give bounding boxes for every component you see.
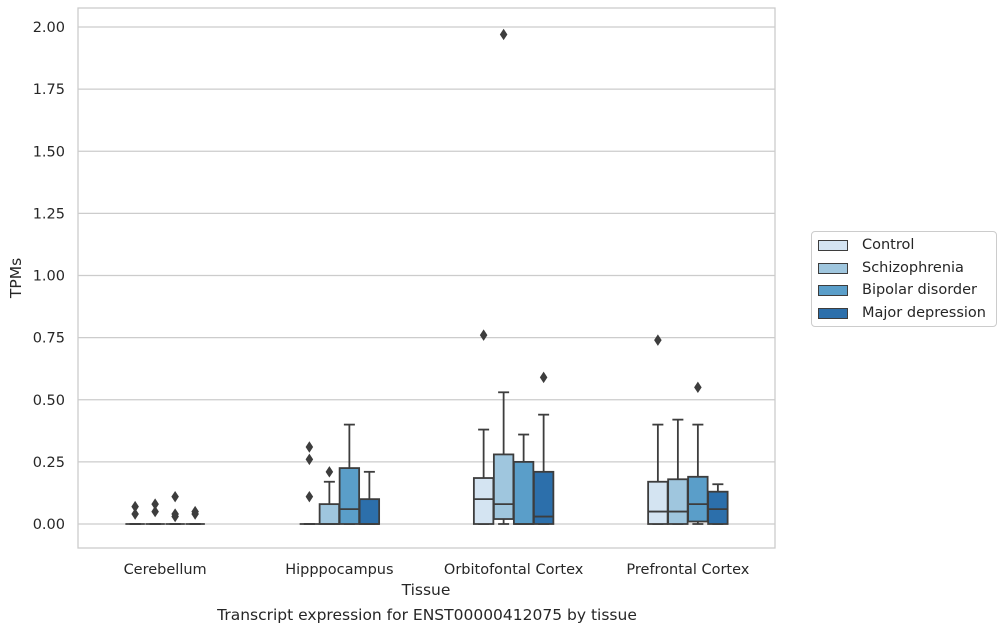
y-tick-label: 0.25	[33, 455, 65, 471]
iqr-box	[532, 470, 555, 525]
series-control	[125, 329, 669, 525]
outlier-point	[131, 500, 139, 513]
box-major-depression-prefrontal-cortex	[707, 483, 729, 525]
box-schizophrenia-cerebellum	[145, 498, 165, 525]
outlier-point	[539, 371, 548, 384]
outlier-point	[131, 508, 139, 520]
outlier-point	[654, 334, 662, 346]
outlier-point	[479, 329, 488, 341]
legend-item-control: Control	[818, 235, 914, 255]
y-tick-label: 1.75	[33, 82, 65, 98]
legend-item-major-depression: Major depression	[818, 303, 986, 323]
box-control-prefrontal-cortex	[647, 334, 669, 525]
iqr-box	[318, 503, 341, 525]
outlier-point	[694, 381, 702, 394]
box-major-depression-cerebellum	[185, 505, 205, 525]
box-schizophrenia-hipppocampus	[318, 466, 341, 525]
figure-caption: Transcript expression for ENST0000041207…	[217, 606, 637, 624]
outlier-point	[191, 505, 199, 518]
legend-swatch-schizophrenia	[818, 262, 848, 274]
x-tick-label: Hipppocampus	[285, 562, 393, 578]
legend-item-bipolar-disorder: Bipolar disorder	[818, 280, 977, 300]
plot-frame	[77, 7, 776, 549]
legend-swatch-major-depression	[818, 307, 848, 319]
legend-label-control: Control	[862, 237, 915, 253]
outlier-point	[151, 505, 159, 518]
series-schizophrenia	[145, 28, 689, 525]
outlier-point	[171, 508, 179, 520]
iqr-box	[707, 490, 729, 525]
series-major-depression	[185, 371, 729, 525]
grid-lines	[78, 26, 775, 525]
x-tick-label: Prefrontal Cortex	[626, 562, 749, 578]
box-control-orbitofontal-cortex	[472, 329, 495, 525]
y-tick-label: 0.00	[33, 517, 65, 533]
box-schizophrenia-orbitofontal-cortex	[492, 28, 515, 525]
iqr-box	[687, 475, 709, 523]
legend-label-bipolar-disorder: Bipolar disorder	[862, 282, 977, 298]
outlier-point	[305, 453, 314, 466]
box-control-cerebellum	[125, 500, 145, 525]
iqr-box	[358, 498, 381, 525]
iqr-box	[512, 460, 535, 525]
box-schizophrenia-prefrontal-cortex	[667, 418, 689, 525]
box-bipolar-disorder-cerebellum	[165, 490, 185, 525]
y-axis-label: TPMs	[7, 258, 25, 299]
outlier-point	[171, 490, 179, 503]
x-axis-label: Tissue	[401, 581, 451, 599]
axis-tick-labels: 0.00 0.25 0.50 0.75 1.00 1.25 1.50 1.75 2.00 Cere…	[33, 20, 750, 578]
iqr-box	[647, 480, 669, 525]
box-bipolar-disorder-hipppocampus	[338, 423, 361, 525]
box-plot-series	[125, 28, 729, 525]
y-tick-label: 1.50	[33, 144, 65, 160]
box-major-depression-hipppocampus	[358, 470, 381, 525]
outlier-point	[499, 28, 508, 41]
legend-swatch-bipolar-disorder	[818, 284, 848, 296]
chart-legend: Control Schizophrenia Bipolar disorder M…	[811, 231, 997, 327]
box-bipolar-disorder-orbitofontal-cortex	[512, 433, 535, 525]
iqr-box	[667, 478, 689, 525]
box-bipolar-disorder-prefrontal-cortex	[687, 381, 709, 525]
y-tick-label: 0.75	[33, 331, 65, 347]
series-bipolar-disorder	[165, 381, 709, 525]
outlier-point	[305, 490, 314, 503]
y-tick-label: 2.00	[33, 20, 65, 36]
y-tick-label: 1.25	[33, 206, 65, 222]
outlier-point	[325, 466, 334, 478]
x-tick-label: Cerebellum	[124, 562, 207, 578]
x-tick-label: Orbitofontal Cortex	[444, 562, 584, 578]
legend-item-schizophrenia: Schizophrenia	[818, 258, 964, 278]
y-tick-label: 0.50	[33, 393, 65, 409]
y-tick-label: 1.00	[33, 269, 65, 285]
iqr-box	[338, 467, 361, 525]
box-major-depression-orbitofontal-cortex	[532, 371, 555, 525]
iqr-box	[492, 453, 515, 520]
legend-label-major-depression: Major depression	[862, 305, 986, 321]
iqr-box	[472, 477, 495, 525]
outlier-point	[305, 441, 314, 453]
box-control-hipppocampus	[299, 441, 320, 525]
outlier-point	[151, 498, 159, 510]
legend-swatch-control	[818, 239, 848, 251]
legend-label-schizophrenia: Schizophrenia	[862, 260, 964, 276]
